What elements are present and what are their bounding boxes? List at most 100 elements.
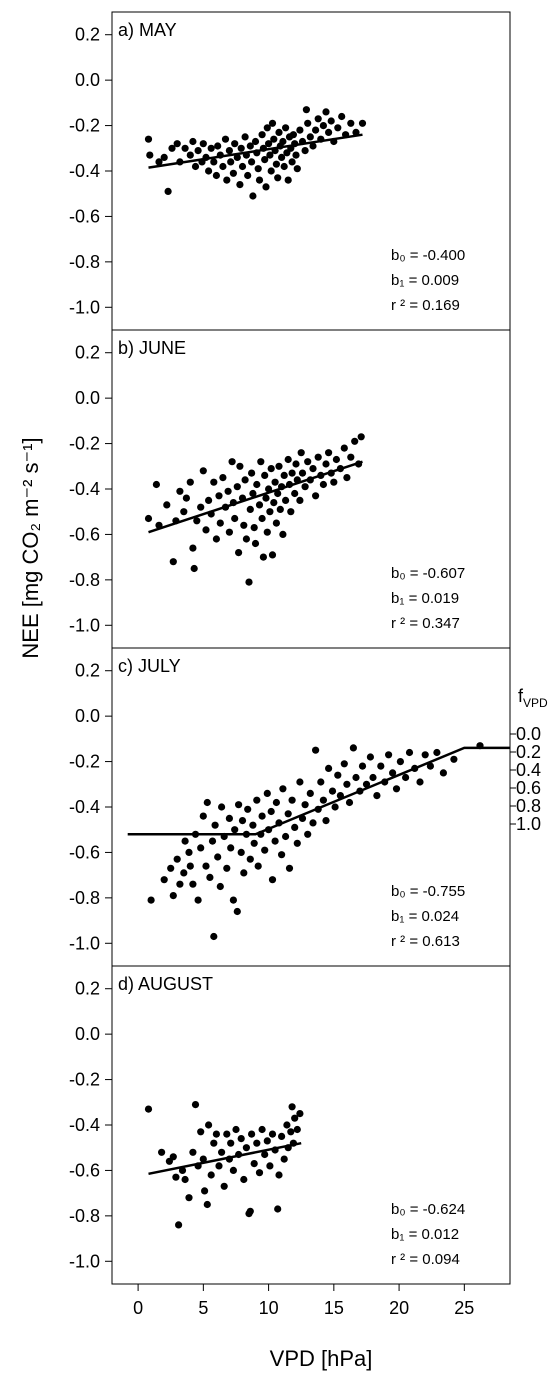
data-point: [261, 846, 269, 854]
data-point: [180, 508, 188, 516]
data-point: [328, 787, 337, 795]
data-point: [381, 778, 389, 786]
data-point: [284, 455, 292, 464]
data-point: [189, 1148, 197, 1156]
data-point: [301, 147, 309, 155]
data-point: [218, 803, 226, 811]
x-tick-label: 20: [389, 1298, 409, 1318]
data-point: [221, 135, 230, 143]
y-tick-label: -0.4: [69, 797, 100, 817]
y-tick-label: -0.8: [69, 888, 100, 908]
stat-b1: b₁ = 0.024: [391, 908, 459, 925]
data-point: [261, 1150, 269, 1159]
data-point: [356, 787, 364, 795]
data-point: [219, 162, 227, 171]
x-tick-label: 5: [198, 1298, 208, 1318]
data-point: [158, 1148, 166, 1156]
stat-b1: b₁ = 0.012: [391, 1226, 459, 1243]
data-point: [262, 183, 270, 191]
data-point: [199, 812, 207, 820]
data-point: [271, 837, 279, 845]
data-point: [301, 801, 309, 809]
data-point: [314, 805, 322, 813]
data-point: [144, 514, 153, 523]
stat-r2: r ² = 0.094: [391, 1251, 460, 1268]
y-tick-label: -0.8: [69, 570, 100, 590]
y-tick-label: -1.0: [69, 1251, 100, 1271]
data-point: [147, 896, 155, 904]
data-point: [210, 932, 218, 941]
y-tick-label: -0.6: [69, 524, 100, 544]
data-point: [355, 460, 363, 468]
data-point: [229, 1166, 237, 1174]
data-point: [296, 126, 304, 134]
data-point: [306, 789, 314, 798]
data-point: [233, 153, 241, 161]
data-point: [275, 1171, 283, 1179]
data-point: [205, 167, 213, 175]
data-point: [302, 106, 310, 114]
data-point: [219, 474, 227, 482]
data-point: [293, 165, 301, 173]
data-point: [288, 469, 296, 477]
data-point: [250, 839, 258, 847]
data-point: [347, 119, 355, 127]
data-point: [325, 128, 333, 136]
data-point: [249, 192, 257, 200]
data-point: [284, 1144, 292, 1152]
panel-title: b) JUNE: [118, 338, 186, 358]
data-point: [169, 558, 177, 566]
data-point: [327, 469, 335, 477]
data-point: [351, 437, 359, 445]
data-point: [274, 489, 282, 498]
data-point: [280, 471, 288, 479]
x-tick-label: 15: [324, 1298, 344, 1318]
data-point: [288, 796, 296, 804]
data-point: [246, 505, 254, 513]
data-point: [268, 551, 277, 559]
f-vpd-axis-title: fVPD: [518, 686, 548, 710]
data-point: [245, 578, 253, 586]
data-point: [317, 135, 325, 143]
data-point: [216, 882, 224, 891]
panel-june: 0.2 0.0 -0.2 -0.4 -0.6 -0.8 -1.0 b) JUNE b₀ = …: [69, 329, 511, 649]
f-vpd-tick-label: 0.4: [516, 760, 541, 780]
data-point: [253, 1139, 261, 1147]
data-point: [251, 539, 260, 548]
data-point: [225, 814, 233, 823]
data-point: [279, 530, 287, 539]
data-point: [266, 151, 274, 159]
data-point: [253, 480, 261, 489]
data-point: [317, 471, 325, 479]
data-point: [385, 751, 393, 759]
data-point: [334, 124, 342, 132]
data-point: [263, 1137, 271, 1145]
data-point: [358, 762, 367, 770]
data-point: [163, 501, 171, 509]
y-axis: 0.2 0.0 -0.2 -0.4 -0.6 -0.8 -1.0: [69, 661, 112, 953]
data-point: [433, 748, 441, 757]
data-point: [291, 1114, 299, 1122]
data-point: [267, 167, 275, 175]
data-point: [238, 162, 247, 171]
y-axis-title: NEE [mg CO₂ m⁻² s⁻¹]: [18, 437, 43, 658]
data-point: [241, 476, 249, 484]
data-point: [197, 844, 205, 852]
data-point: [258, 1125, 266, 1134]
data-point: [251, 137, 260, 146]
data-point: [202, 153, 210, 161]
data-point: [253, 149, 261, 157]
data-point: [172, 517, 180, 525]
data-point: [319, 122, 327, 130]
data-point: [306, 476, 314, 484]
data-point: [416, 778, 424, 786]
data-point: [336, 792, 344, 800]
data-point: [191, 162, 200, 171]
data-point: [327, 117, 335, 125]
data-point: [175, 1221, 183, 1229]
data-point: [238, 817, 247, 825]
data-point: [402, 773, 410, 782]
data-point: [330, 478, 338, 486]
data-point: [336, 465, 344, 473]
data-point: [358, 119, 367, 127]
